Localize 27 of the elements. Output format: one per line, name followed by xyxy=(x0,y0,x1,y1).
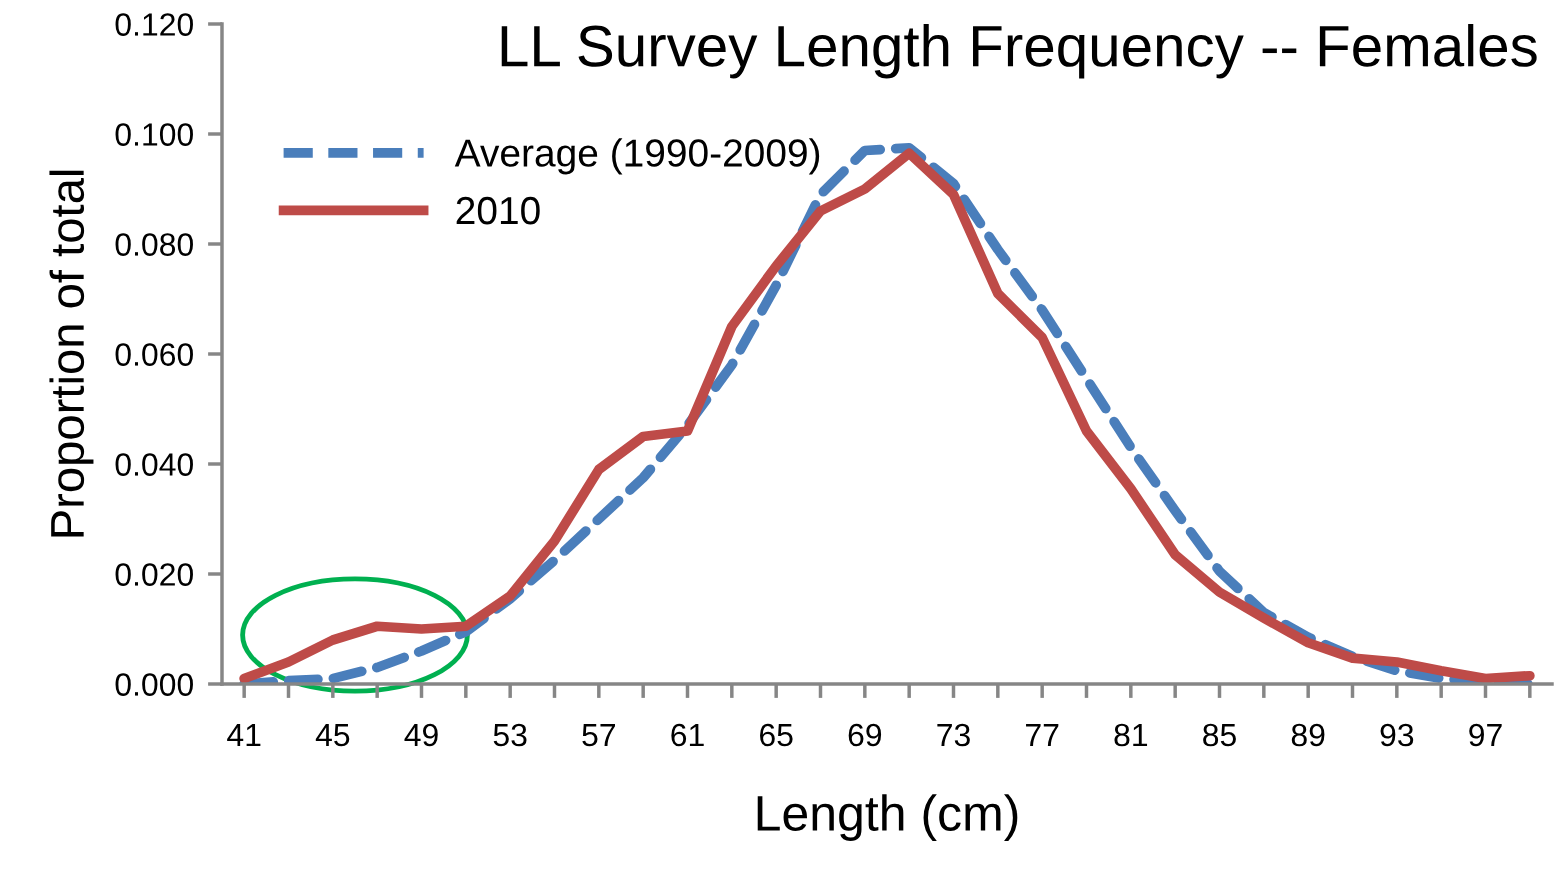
x-tick-label: 85 xyxy=(1203,723,1236,747)
x-tick-label: 77 xyxy=(1026,724,1059,747)
y-tick-label: 0.020 xyxy=(115,563,193,586)
legend-label: Average (1990-2009) xyxy=(454,138,820,175)
x-tick-label: 41 xyxy=(227,724,261,747)
y-tick-label: 0.080 xyxy=(115,233,193,256)
x-axis-title: Length (cm) xyxy=(757,794,1018,841)
x-tick-label: 57 xyxy=(582,724,615,747)
x-tick-label: 93 xyxy=(1380,723,1414,747)
chart-title: LL Survey Length Frequency -- Females xyxy=(501,24,1537,79)
x-tick-label: 61 xyxy=(671,723,704,747)
y-tick-label: 0.100 xyxy=(115,123,193,146)
x-tick-label: 45 xyxy=(315,724,350,747)
x-tick-label: 65 xyxy=(760,723,793,747)
x-tick-label: 73 xyxy=(937,723,970,747)
x-tick-label: 69 xyxy=(848,723,882,747)
x-tick-label: 49 xyxy=(404,723,438,747)
y-axis-title: Proportion of total xyxy=(49,170,94,537)
y-tick-label: 0.060 xyxy=(115,343,193,366)
x-tick-label: 53 xyxy=(493,723,527,747)
x-tick-label: 89 xyxy=(1291,723,1325,747)
y-tick-label: 0.040 xyxy=(115,453,193,476)
x-tick-label: 97 xyxy=(1469,723,1502,747)
y-tick-label: 0.120 xyxy=(115,13,193,36)
y-tick-label: 0.000 xyxy=(115,673,193,696)
x-tick-label: 81 xyxy=(1114,723,1148,747)
legend-label: 2010 xyxy=(456,196,540,225)
